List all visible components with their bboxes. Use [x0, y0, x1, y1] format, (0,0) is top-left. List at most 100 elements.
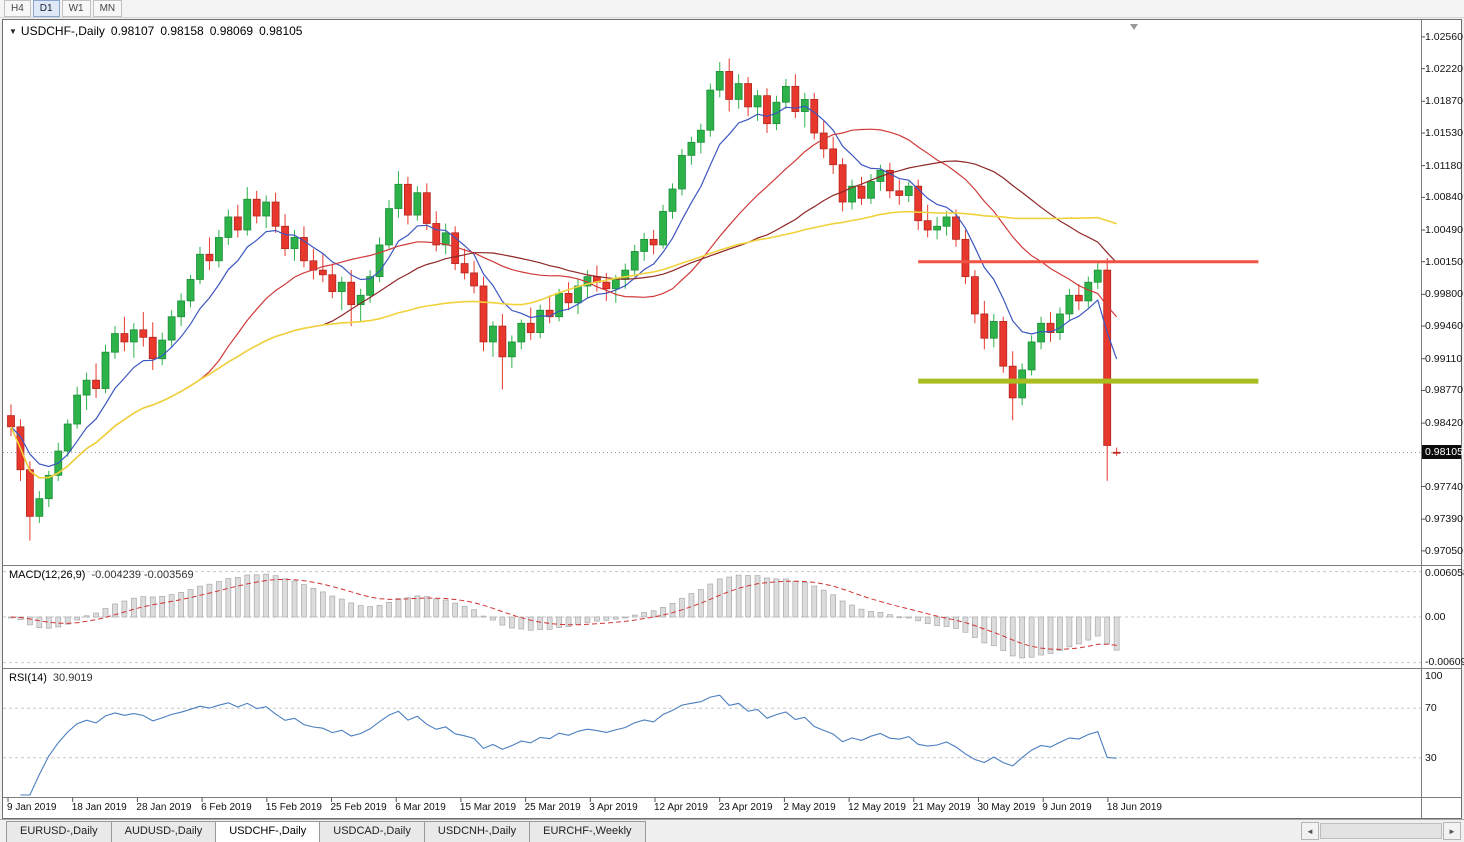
- candle-up: [1037, 316, 1045, 350]
- macd-bar: [773, 578, 780, 618]
- candle-body: [422, 192, 431, 224]
- candle-body: [1074, 294, 1083, 302]
- tab-scroll-track[interactable]: [1320, 823, 1442, 839]
- candle-body: [829, 148, 838, 166]
- candle-up: [177, 293, 186, 327]
- candle-body: [281, 225, 289, 250]
- candle-body: [753, 95, 762, 108]
- candle-body: [356, 294, 365, 306]
- macd-bar: [801, 582, 808, 618]
- price-axis-label: 1.02560: [1425, 30, 1463, 43]
- candle-body: [111, 333, 119, 353]
- macd-bar: [981, 616, 988, 644]
- date-axis-label: 2 May 2019: [783, 802, 836, 813]
- chart-tab-usdcnh[interactable]: USDCNH-,Daily: [423, 821, 531, 842]
- candle-up: [1056, 307, 1064, 341]
- candle-body: [120, 333, 129, 343]
- timeframe-button-d1[interactable]: D1: [32, 0, 60, 17]
- candle-down: [838, 158, 847, 212]
- candle-body: [139, 329, 148, 338]
- candle-up: [356, 288, 365, 322]
- macd-bar: [433, 598, 440, 618]
- timeframe-button-h4[interactable]: H4: [4, 0, 31, 17]
- candle-body: [895, 190, 904, 196]
- macd-bar: [735, 574, 742, 618]
- chart-tab-eurusd[interactable]: EURUSD-,Daily: [6, 821, 112, 842]
- candle-down: [139, 312, 148, 347]
- macd-bar: [754, 575, 761, 618]
- macd-bar: [461, 605, 468, 618]
- timeframe-button-mn[interactable]: MN: [92, 0, 123, 17]
- tab-scroll-right-icon[interactable]: ►: [1443, 822, 1461, 840]
- rsi-axis-label: 70: [1425, 702, 1437, 715]
- macd-bar: [74, 616, 81, 621]
- macd-bar: [877, 612, 884, 618]
- chart-canvas[interactable]: [3, 20, 1461, 818]
- candle-body: [214, 237, 223, 262]
- date-axis-label: 21 May 2019: [912, 802, 971, 813]
- chart-shift-marker[interactable]: [1130, 24, 1138, 30]
- ma-line-slow-yellow: [10, 210, 1117, 479]
- candle-body: [507, 341, 516, 358]
- macd-name: MACD(12,26,9): [9, 569, 86, 581]
- candle-body: [904, 185, 913, 196]
- candle-body: [526, 322, 535, 334]
- candle-body: [101, 351, 110, 389]
- candle-body: [857, 185, 866, 199]
- macd-bar: [622, 616, 629, 619]
- candle-down: [791, 74, 800, 119]
- macd-bar: [27, 616, 33, 626]
- candle-body: [989, 321, 998, 339]
- date-axis[interactable]: 9 Jan 2019 18 Jan 2019 28 Jan 2019 6 Feb 20…: [3, 799, 1421, 818]
- candle-up: [243, 187, 252, 236]
- macd-bar: [565, 616, 572, 627]
- macd-bar: [357, 605, 364, 618]
- candle-up: [678, 148, 686, 196]
- macd-bar: [329, 595, 336, 618]
- candle-body: [971, 276, 979, 315]
- macd-bar: [1113, 616, 1120, 651]
- macd-bar: [972, 616, 978, 638]
- chart-window[interactable]: ▼ USDCHF-,Daily 0.98107 0.98158 0.98069 0.981…: [2, 19, 1464, 819]
- candle-body: [782, 85, 790, 103]
- tab-scrollbar: ◄ ►: [1301, 822, 1464, 842]
- macd-bar: [187, 589, 194, 618]
- chevron-down-icon[interactable]: ▼: [9, 27, 17, 36]
- macd-bar: [594, 616, 600, 622]
- macd-bar: [726, 576, 733, 618]
- macd-bar: [603, 616, 610, 621]
- candle-body: [961, 238, 970, 278]
- macd-bar: [112, 603, 118, 618]
- date-axis-label: 28 Jan 2019: [136, 802, 192, 813]
- candle-body: [460, 263, 469, 274]
- candle-down: [479, 276, 488, 352]
- macd-bar: [178, 592, 184, 618]
- chart-tab-usdcad[interactable]: USDCAD-,Daily: [319, 821, 425, 842]
- tab-scroll-left-icon[interactable]: ◄: [1301, 822, 1319, 840]
- price-axis[interactable]: 1.02560 1.02220 1.01870 1.01530 1.01180 1.008…: [1422, 20, 1464, 818]
- chart-tab-audusd[interactable]: AUDUSD-,Daily: [110, 821, 217, 842]
- candle-body: [375, 244, 384, 278]
- price-axis-label: 0.98770: [1425, 384, 1463, 397]
- macd-values: -0.004239 -0.003569: [91, 569, 194, 581]
- candle-body: [44, 474, 53, 500]
- macd-bar: [471, 609, 477, 618]
- macd-bar: [575, 616, 581, 626]
- candle-body: [952, 216, 960, 240]
- candle-down: [1074, 284, 1083, 311]
- rsi-line: [20, 694, 1117, 796]
- macd-bar: [518, 616, 525, 630]
- macd-bar: [386, 601, 392, 618]
- chart-tab-usdchf[interactable]: USDCHF-,Daily: [215, 821, 321, 842]
- candle-body: [838, 164, 847, 203]
- timeframe-toolbar: H4 D1 W1 MN: [0, 0, 1464, 18]
- ohlc-low: 0.98069: [209, 24, 254, 38]
- candle-down: [980, 300, 989, 350]
- timeframe-button-w1[interactable]: W1: [61, 0, 91, 17]
- date-axis-label: 9 Jun 2019: [1042, 802, 1092, 813]
- chart-tab-eurchf[interactable]: EURCHF-,Weekly: [529, 821, 646, 842]
- candle-body: [744, 83, 752, 108]
- candle-down: [999, 316, 1008, 373]
- candle-up: [782, 78, 790, 109]
- candle-down: [526, 307, 535, 341]
